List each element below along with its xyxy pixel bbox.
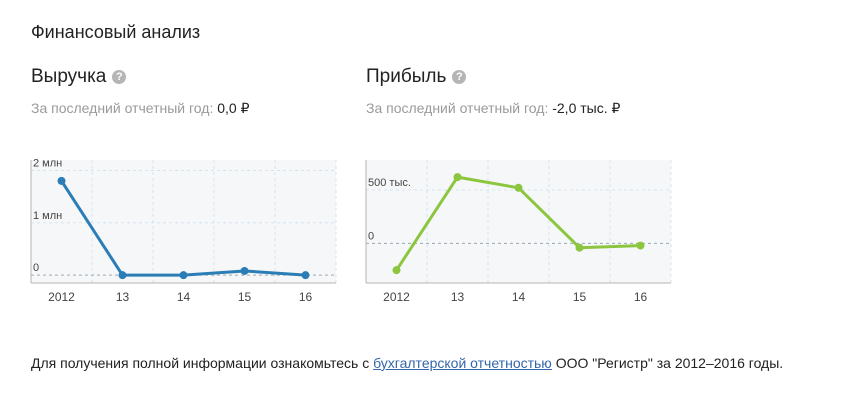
profit-chart: 500 тыс. 0 2012 13 14 15 16 xyxy=(365,155,672,305)
x-tick-label: 15 xyxy=(573,290,587,304)
y-tick-label: 500 тыс. xyxy=(368,177,411,189)
footer-note: Для получения полной информации ознакомь… xyxy=(31,355,783,371)
data-point xyxy=(179,271,188,280)
y-tick-label: 2 млн xyxy=(33,157,62,169)
data-point xyxy=(392,266,401,275)
data-point xyxy=(57,176,66,185)
revenue-chart-svg: 2 млн 1 млн 0 2012 13 14 15 16 xyxy=(30,157,337,304)
data-point xyxy=(118,271,127,280)
profit-title-label: Прибыль xyxy=(366,66,447,87)
profit-subtitle: За последний отчетный год: -2,0 тыс. ₽ xyxy=(366,100,620,117)
y-tick-label: 0 xyxy=(368,230,374,242)
x-tick-label: 13 xyxy=(116,290,130,304)
profit-chart-svg: 500 тыс. 0 2012 13 14 15 16 xyxy=(365,160,672,304)
x-tick-label: 2012 xyxy=(383,290,410,304)
x-tick-label: 14 xyxy=(177,290,191,304)
footer-text-before: Для получения полной информации ознакомь… xyxy=(31,355,374,371)
profit-subtitle-value: -2,0 тыс. ₽ xyxy=(552,100,621,116)
profit-title: Прибыль? xyxy=(366,66,467,88)
revenue-subtitle-label: За последний отчетный год: xyxy=(31,100,214,116)
x-tick-label: 15 xyxy=(238,290,252,304)
section-title: Финансовый анализ xyxy=(31,22,201,42)
revenue-title: Выручка? xyxy=(31,66,127,88)
revenue-chart: 2 млн 1 млн 0 2012 13 14 15 16 xyxy=(30,155,337,305)
x-tick-label: 16 xyxy=(634,290,648,304)
revenue-subtitle: За последний отчетный год: 0,0 ₽ xyxy=(31,100,250,117)
x-tick-label: 2012 xyxy=(48,290,75,304)
plot-area xyxy=(31,160,336,283)
help-icon[interactable]: ? xyxy=(112,70,127,84)
data-point xyxy=(636,241,645,250)
revenue-subtitle-value: 0,0 ₽ xyxy=(217,100,250,116)
x-tick-label: 16 xyxy=(299,290,313,304)
x-tick-label: 13 xyxy=(451,290,465,304)
data-point xyxy=(514,183,523,192)
accounting-report-link[interactable]: бухгалтерской отчетностью xyxy=(373,355,552,371)
data-point xyxy=(240,266,249,275)
footer-text-after: ООО "Регистр" за 2012–2016 годы. xyxy=(551,355,784,371)
data-point xyxy=(575,243,584,252)
data-point xyxy=(301,271,310,280)
revenue-title-label: Выручка xyxy=(31,66,107,87)
y-tick-label: 0 xyxy=(33,262,39,274)
data-point xyxy=(453,173,462,182)
help-icon[interactable]: ? xyxy=(452,70,467,84)
plot-area xyxy=(366,160,671,283)
y-tick-label: 1 млн xyxy=(33,210,62,222)
x-tick-label: 14 xyxy=(512,290,526,304)
profit-subtitle-label: За последний отчетный год: xyxy=(366,100,549,116)
